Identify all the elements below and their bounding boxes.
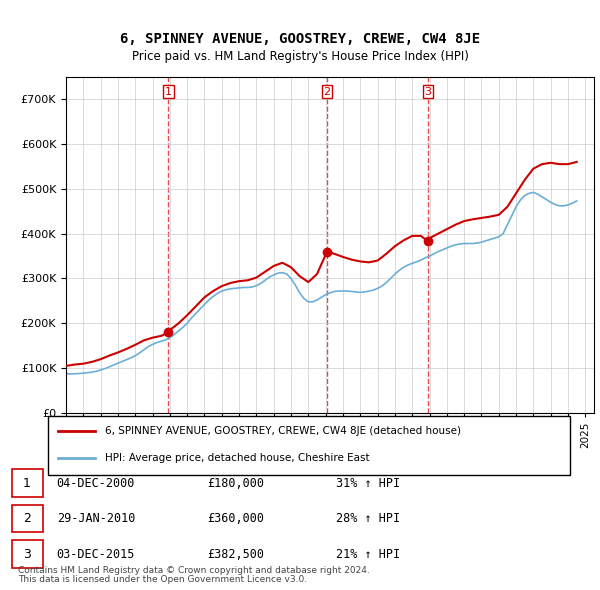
Text: 3: 3 xyxy=(23,548,31,560)
Text: 03-DEC-2015: 03-DEC-2015 xyxy=(56,548,135,560)
Text: 04-DEC-2000: 04-DEC-2000 xyxy=(56,477,135,490)
Text: HPI: Average price, detached house, Cheshire East: HPI: Average price, detached house, Ches… xyxy=(106,454,370,463)
Text: 29-JAN-2010: 29-JAN-2010 xyxy=(56,512,135,525)
Text: 6, SPINNEY AVENUE, GOOSTREY, CREWE, CW4 8JE: 6, SPINNEY AVENUE, GOOSTREY, CREWE, CW4 … xyxy=(120,32,480,47)
Text: Contains HM Land Registry data © Crown copyright and database right 2024.: Contains HM Land Registry data © Crown c… xyxy=(18,566,370,575)
FancyBboxPatch shape xyxy=(12,470,43,497)
Text: This data is licensed under the Open Government Licence v3.0.: This data is licensed under the Open Gov… xyxy=(18,575,307,584)
Text: 6, SPINNEY AVENUE, GOOSTREY, CREWE, CW4 8JE (detached house): 6, SPINNEY AVENUE, GOOSTREY, CREWE, CW4 … xyxy=(106,426,461,435)
FancyBboxPatch shape xyxy=(48,416,570,475)
Text: 28% ↑ HPI: 28% ↑ HPI xyxy=(335,512,400,525)
FancyBboxPatch shape xyxy=(12,540,43,568)
Text: £382,500: £382,500 xyxy=(208,548,264,560)
Text: 31% ↑ HPI: 31% ↑ HPI xyxy=(335,477,400,490)
Text: 2: 2 xyxy=(323,87,331,97)
Text: £360,000: £360,000 xyxy=(208,512,264,525)
Text: £180,000: £180,000 xyxy=(208,477,264,490)
Text: 1: 1 xyxy=(165,87,172,97)
FancyBboxPatch shape xyxy=(12,505,43,532)
Text: 21% ↑ HPI: 21% ↑ HPI xyxy=(335,548,400,560)
Text: 1: 1 xyxy=(23,477,31,490)
Text: Price paid vs. HM Land Registry's House Price Index (HPI): Price paid vs. HM Land Registry's House … xyxy=(131,50,469,63)
Text: 2: 2 xyxy=(23,512,31,525)
Text: 3: 3 xyxy=(425,87,431,97)
